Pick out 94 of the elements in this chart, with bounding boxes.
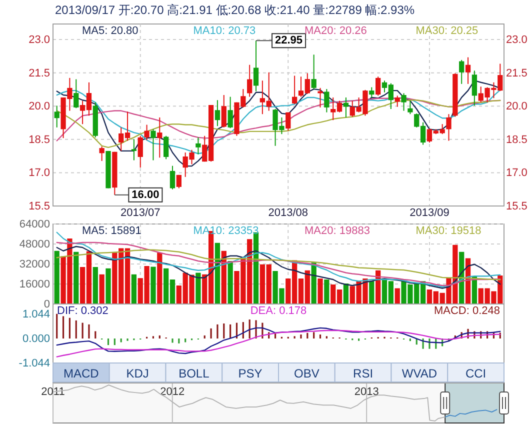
- y2-tick-label: 21.5: [506, 67, 528, 80]
- x-tick-label: 2011: [41, 386, 65, 398]
- bar: [324, 280, 330, 304]
- bar: [99, 274, 104, 304]
- candlestick: [311, 54, 316, 90]
- candlestick: [176, 174, 182, 189]
- annotation: 16.00: [132, 188, 160, 201]
- bar: [150, 266, 156, 304]
- bar: [318, 278, 323, 304]
- tab-button: WVAD: [390, 362, 448, 382]
- bar: [228, 261, 233, 304]
- candlestick: [164, 135, 169, 160]
- series-label: MA10: 23353: [193, 225, 259, 237]
- chart-title: 2013/09/17 开:20.70 高:21.91 低:20.68 收:21.40 量:22789 幅:2.93%: [55, 3, 415, 17]
- candlestick: [343, 96, 349, 118]
- text: MA20: 19883: [304, 225, 370, 237]
- text: MA30: 20.25: [416, 25, 478, 37]
- candlestick: [196, 136, 201, 155]
- text: DIF: 0.302: [57, 305, 108, 317]
- bar: [131, 274, 137, 304]
- y-tick-label: 23.0: [28, 34, 50, 46]
- y-tick-label: 0: [44, 298, 50, 311]
- y2-tick-label: 18.5: [506, 134, 528, 146]
- candlestick: [54, 105, 60, 128]
- y-tick-label: 48000: [19, 238, 50, 251]
- line-series: [56, 249, 501, 280]
- y-tick-label: 15.5: [28, 200, 50, 213]
- x-tick-label: 2012: [160, 386, 185, 398]
- bar: [157, 252, 162, 304]
- bar: [369, 281, 374, 304]
- tab-button: BOLL: [165, 362, 223, 382]
- tab-button: RSI: [334, 362, 392, 382]
- y-tick-label: 32000: [19, 258, 50, 271]
- y-tick-label: 64000: [19, 218, 50, 231]
- bar: [106, 268, 111, 304]
- tab-button: OBV: [278, 362, 336, 382]
- candlestick: [465, 56, 471, 84]
- candlestick: [446, 114, 452, 142]
- text: MA5: 20.80: [82, 25, 138, 37]
- y-tick-label: 1.044: [22, 308, 50, 321]
- candlestick: [214, 100, 220, 127]
- candlestick: [472, 70, 478, 106]
- y-tick-label: -1.044: [18, 358, 50, 370]
- series-label: MA5: 15891: [82, 225, 142, 237]
- candlestick: [324, 88, 330, 113]
- bar: [394, 288, 400, 304]
- x-tick-label: 2013/07: [120, 206, 160, 219]
- tab-button: MACD: [52, 362, 110, 382]
- x-tick-label: 2013/09: [410, 206, 450, 219]
- candlestick: [228, 96, 233, 129]
- text: MA30: 19518: [416, 225, 482, 237]
- text: MA10: 20.73: [193, 25, 256, 37]
- candlestick: [99, 146, 104, 162]
- y-tick-label: 20.0: [28, 100, 50, 113]
- tab-button: KDJ: [108, 362, 166, 382]
- candlestick: [247, 64, 252, 98]
- y-tick-label: 17.0: [28, 167, 50, 180]
- candlestick: [131, 138, 137, 161]
- series-label: DEA: 0.178: [250, 305, 307, 317]
- y2-tick-label: 17.0: [506, 167, 528, 180]
- y-tick-label: 21.5: [28, 67, 50, 80]
- tab-button: CCI: [447, 362, 504, 382]
- tab-button: PSY: [222, 362, 279, 382]
- x-tick-label: 2013/08: [268, 206, 308, 219]
- candlestick: [408, 100, 413, 115]
- x-tick-label: 2013: [354, 386, 379, 398]
- y2-tick-label: 23.0: [506, 34, 528, 46]
- candlestick: [157, 116, 162, 158]
- candlestick: [150, 128, 156, 161]
- candlestick: [401, 92, 406, 112]
- candlestick: [292, 75, 298, 105]
- candlestick: [74, 78, 79, 109]
- text: MA20: 20.26: [304, 25, 367, 37]
- y-tick-label: 18.5: [28, 134, 50, 146]
- candlestick: [138, 135, 143, 168]
- y-tick-label: 16000: [19, 278, 50, 291]
- bar: [92, 267, 98, 304]
- candlestick: [170, 165, 176, 190]
- y-tick-label: 0.000: [22, 333, 50, 346]
- candlestick: [369, 86, 374, 98]
- annotation: 22.95: [275, 34, 303, 47]
- y2-tick-label: 20.0: [506, 100, 528, 113]
- bar: [54, 250, 60, 304]
- candlestick: [286, 112, 291, 132]
- candlestick: [144, 124, 150, 141]
- candlestick: [221, 94, 226, 128]
- bar: [196, 272, 201, 304]
- candlestick: [253, 40, 259, 92]
- candlestick: [376, 76, 381, 96]
- candlestick: [459, 59, 464, 84]
- series-label: MACD: 0.248: [434, 305, 500, 317]
- bar: [74, 252, 79, 304]
- candlestick: [394, 95, 400, 108]
- y2-tick-label: 15.5: [506, 200, 528, 213]
